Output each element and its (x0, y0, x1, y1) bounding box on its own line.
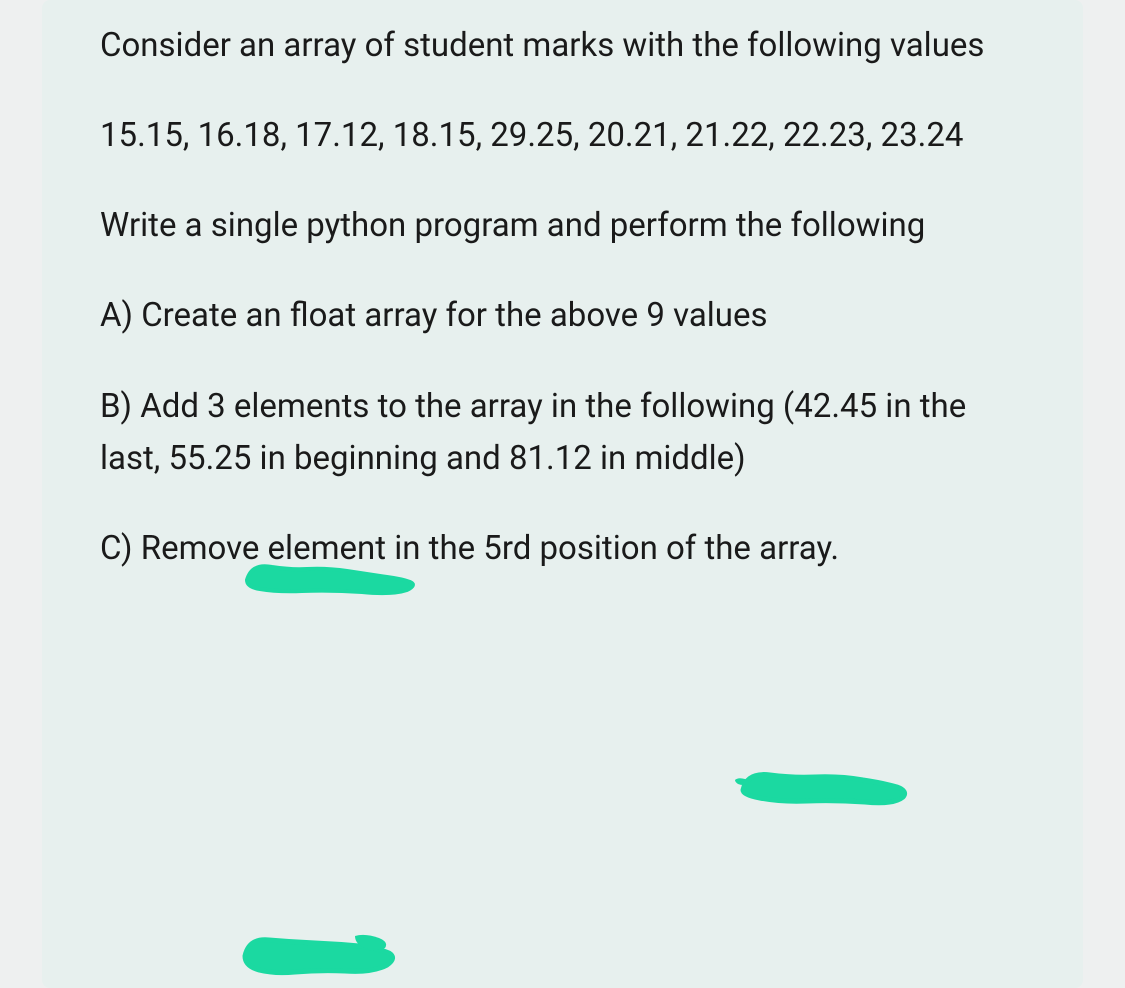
highlight-scribble-3 (237, 928, 407, 986)
question-c-text: C) Remove element in the 5rd position of… (100, 523, 1025, 575)
instruction-text: Write a single python program and perfor… (100, 200, 1025, 252)
question-a-text: A) Create an float array for the above 9… (100, 290, 1025, 342)
values-text: 15.15, 16.18, 17.12, 18.15, 29.25, 20.21… (100, 110, 1025, 162)
question-b-text: B) Add 3 elements to the array in the fo… (100, 381, 1025, 485)
page-container: Consider an array of student marks with … (0, 0, 1125, 988)
intro-text: Consider an array of student marks with … (100, 20, 1025, 72)
highlight-scribble-2 (735, 760, 915, 815)
question-card: Consider an array of student marks with … (42, 0, 1083, 988)
